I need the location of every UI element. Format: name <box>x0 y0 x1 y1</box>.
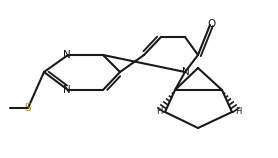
Text: S: S <box>25 103 31 113</box>
Text: N: N <box>63 50 71 60</box>
Text: H: H <box>156 107 162 116</box>
Text: H: H <box>235 107 241 116</box>
Text: N: N <box>182 67 190 77</box>
Text: N: N <box>63 85 71 95</box>
Text: O: O <box>208 19 216 29</box>
